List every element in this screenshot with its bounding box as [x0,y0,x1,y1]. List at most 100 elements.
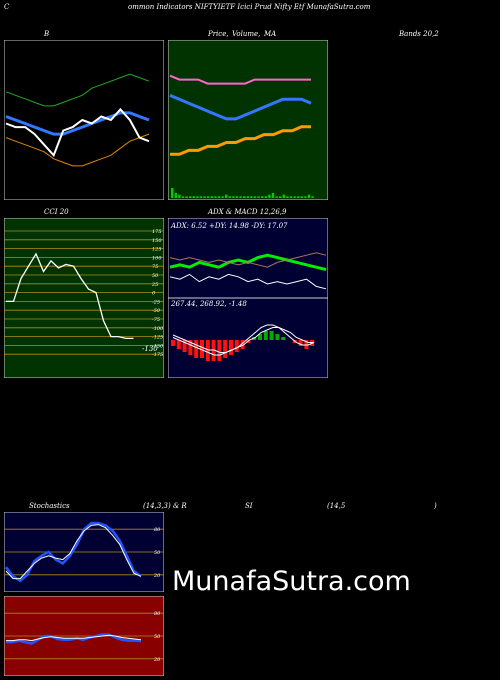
cci-tick-label: -150 [152,343,164,349]
cci-tick-label: -25 [152,299,160,305]
volume-bar [235,196,239,198]
rsi-tick-label: 50 [154,634,161,640]
volume-bar [293,196,296,198]
stoch-pct-k-line [5,521,142,583]
stochastics-panel: 80 50 20 [4,512,164,592]
volume-bar [185,196,188,198]
si-label: SI [245,502,253,510]
cci-last-label: -130 [142,345,158,353]
header-title: ommon Indicators NIFTYIETF Icici Prud Ni… [128,3,371,11]
macd-histogram-bar [269,331,274,340]
stoch-pct-d-line [5,524,142,580]
cci-panel: 175 150 125 100 75 50 25 0 -25 -50 -75 -100 -125 -150… [4,218,164,378]
volume-bar [178,194,181,198]
ma-label: MA [264,30,277,38]
volume-bar [239,196,242,198]
volume-bar [207,196,210,198]
macd-histogram-bar [240,340,245,349]
bollinger-lower-line [5,133,150,167]
cci-tick-label: 25 [151,282,158,288]
volume-bar [275,196,278,198]
volume-bar [171,188,174,198]
macd-histogram-bar [258,334,262,340]
volume-bar [174,193,177,198]
cci-tick-label: -175 [152,352,163,358]
volume-bar [268,194,271,198]
cci-tick-label: 125 [152,247,162,253]
rsi-rsi-line [6,633,142,645]
macd-histogram-bar [171,340,175,346]
cci-tick-label: -125 [152,335,163,341]
rsi-params: (14,5 [327,502,346,510]
adx-values: ADX: 6.52 +DY: 14.98 -DY: 17.07 [170,222,288,230]
close-paren: ) [434,502,437,510]
volume-bar [297,196,300,198]
cci-tick-label: -100 [152,326,164,332]
macd-histogram-bar [234,340,239,352]
bollinger-label: B [44,30,50,38]
volume-bar [311,196,314,198]
stoch-tick-label: 80 [154,527,161,533]
cci-tick-label: 50 [152,273,159,279]
price-ma-top-line [169,74,311,85]
macd-histogram-bar [194,340,199,358]
stoch-params: (14,3,3) & R [143,502,187,510]
macd-histogram-bar [200,340,204,358]
bollinger-middle-line [5,111,150,136]
price-ma-long-line [170,125,311,156]
cci-tick-label: 0 [152,291,156,297]
price-label: Price, [208,30,229,38]
volume-bar [307,194,311,198]
adx-panel: ADX: 6.52 +DY: 14.98 -DY: 17.07 [168,218,328,298]
bands-label: Bands 20,2 [399,30,439,38]
volume-bar [181,196,185,198]
bollinger-panel [4,40,164,200]
volume-label: Volume, [232,30,261,38]
volume-bar [232,196,235,198]
volume-bar [225,194,228,198]
price-ma-panel [168,40,328,200]
bollinger-close-line [5,107,150,158]
volume-bar [289,196,293,198]
adx-macd-label: ADX & MACD 12,26,9 [208,208,287,216]
volume-bar [286,196,289,198]
volume-bar [257,196,260,198]
macd-signal-line [172,327,314,353]
volume-bar [196,196,199,198]
volume-bar [214,196,217,198]
volume-bar [271,193,275,198]
macd-histogram-bar [281,337,286,340]
volume-bar [217,196,221,198]
volume-bar [203,196,206,198]
cci-line [6,252,134,340]
macd-histogram-bar [275,334,280,340]
cci-label: CCI 20 [44,208,69,216]
header-c: C [4,3,10,11]
macd-values: 267.44, 268.92, -1.48 [170,300,247,308]
volume-bar [243,196,246,198]
macd-histogram-bar [205,340,210,361]
volume-bar [210,196,213,198]
volume-bar [304,196,307,198]
stoch-label: Stochastics [29,502,70,510]
cci-tick-label: 150 [152,238,162,244]
volume-bar [250,196,253,198]
volume-bar [261,196,264,198]
rsi-tick-label: 80 [154,611,161,617]
cci-tick-label: -50 [152,308,161,314]
volume-bar [192,196,195,198]
volume-bar [199,196,203,198]
volume-bar [246,196,249,198]
rsi-tick-label: 20 [153,657,161,663]
cci-tick-label: -75 [152,317,160,323]
macd-histogram-bar [176,340,181,349]
stoch-tick-label: 20 [153,573,161,579]
rsi-rsi-avg-line [6,634,142,642]
macd-histogram-bar [298,340,303,346]
volume-bar [253,196,257,198]
price-ma-short-line [169,94,312,121]
volume-bar [221,196,224,198]
volume-bar [300,196,303,198]
volume-bar [282,194,285,198]
stoch-tick-label: 50 [154,550,161,556]
